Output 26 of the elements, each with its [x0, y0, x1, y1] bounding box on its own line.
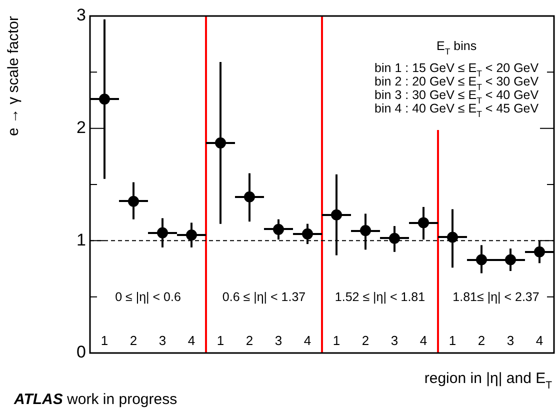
x-tick-label: 2 — [130, 333, 138, 348]
x-tick-label: 3 — [390, 333, 398, 348]
x-tick-label: 4 — [420, 333, 428, 348]
x-tick-label: 3 — [506, 333, 514, 348]
x-tick-label: 4 — [536, 333, 544, 348]
x-tick-label: 4 — [304, 333, 312, 348]
annotation: 1.52 ≤ |η| < 1.81 — [334, 290, 426, 304]
x-tick-label: 1 — [216, 333, 224, 348]
annotation: 1.81≤ |η| < 2.37 — [452, 290, 540, 304]
x-tick-label: 1 — [448, 333, 456, 348]
y-tick-label: 0 — [76, 342, 86, 362]
x-tick-label: 1 — [100, 333, 108, 348]
x-tick-label: 2 — [478, 333, 486, 348]
x-tick-label: 3 — [158, 333, 166, 348]
x-tick-label: 1 — [332, 333, 340, 348]
y-axis-title: e → γ scale factor — [5, 16, 22, 136]
annotation: 0 ≤ |η| < 0.6 — [115, 290, 181, 304]
y-tick-label: 1 — [76, 230, 86, 250]
x-tick-label: 4 — [188, 333, 196, 348]
x-tick-label: 2 — [246, 333, 254, 348]
x-tick-label: 2 — [362, 333, 370, 348]
y-tick-label: 2 — [76, 118, 86, 138]
y-tick-label: 3 — [76, 6, 86, 25]
annotation: 0.6 ≤ |η| < 1.37 — [222, 290, 306, 304]
text: ATLAS work in progress — [13, 391, 178, 408]
x-tick-label: 3 — [274, 333, 282, 348]
